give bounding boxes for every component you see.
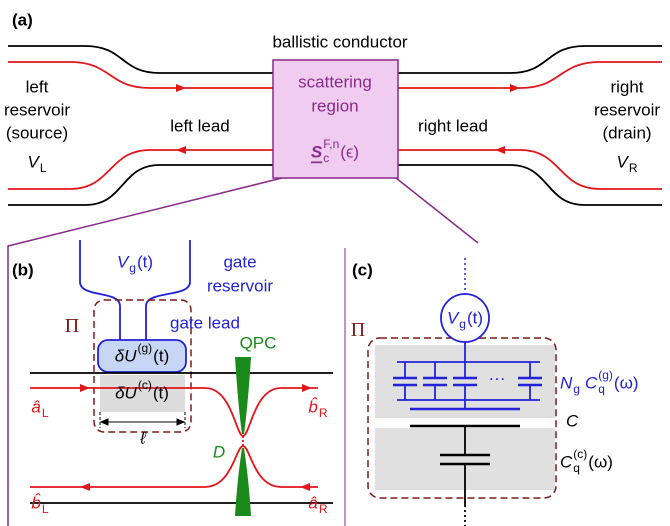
symbol: δU (115, 347, 137, 366)
qpc-gate (235, 448, 251, 516)
symbol: C (560, 453, 573, 472)
label: reservoir (4, 101, 70, 120)
arrow (80, 483, 90, 491)
label: C (566, 412, 579, 431)
argument: (t) (153, 347, 169, 366)
arrow (176, 84, 186, 92)
edge (8, 165, 273, 205)
argument: (ϵ) (340, 143, 359, 162)
superscript: (g) (598, 368, 613, 382)
symbol: b̂ (31, 493, 40, 513)
gate-wire (80, 240, 120, 340)
label: ··· (489, 369, 506, 388)
argument: (t) (137, 253, 153, 272)
argument: (t) (467, 309, 483, 328)
subscript: L (42, 406, 49, 420)
title: ballistic conductor (272, 33, 407, 52)
label: D (213, 443, 225, 462)
subscript: g (129, 261, 136, 275)
label: gate (223, 253, 256, 272)
zoom-line (396, 178, 478, 243)
symbol: V (27, 153, 40, 172)
panel-label: (a) (12, 11, 33, 30)
subscript: g (573, 382, 580, 396)
symbol: δU (115, 384, 137, 403)
label: QPC (240, 334, 277, 353)
label: region (311, 97, 358, 116)
symbol: â (308, 494, 317, 513)
label: (source) (6, 124, 68, 143)
superscript: (c) (138, 378, 152, 392)
arrow (300, 483, 310, 491)
symbol: â (31, 398, 40, 417)
subscript: q (573, 461, 580, 475)
superscript: (g) (138, 341, 153, 355)
superscript: F,n (323, 137, 339, 151)
superscript: (c) (573, 447, 587, 461)
symbol: V (117, 253, 130, 272)
label: reservoir (594, 101, 660, 120)
subscript: c (323, 151, 329, 165)
subscript: L (40, 161, 47, 175)
label: scattering (298, 73, 372, 92)
symbol: b̂ (308, 397, 317, 417)
argument: (t) (153, 384, 169, 403)
subscript: q (598, 382, 605, 396)
label: reservoir (207, 277, 273, 296)
label: Π (65, 315, 79, 337)
label: left lead (170, 117, 230, 136)
argument: (ω) (588, 453, 613, 472)
arrow (80, 384, 90, 392)
edge (8, 46, 273, 73)
argument: (ω) (614, 374, 639, 393)
symbol: C (585, 374, 598, 393)
symbol: S (311, 143, 323, 162)
panel-label: (b) (12, 261, 34, 280)
arrow (510, 84, 520, 92)
label: Π (351, 319, 365, 341)
channel (30, 446, 318, 487)
symbol: V (616, 153, 629, 172)
label: right lead (418, 117, 488, 136)
arrow (302, 384, 312, 392)
figure: (a) ballistic conductor left reservoir (sour… (0, 0, 670, 526)
panel-label: (c) (352, 261, 373, 280)
math-label: C(c)q (ω) (560, 447, 613, 475)
subscript: R (629, 161, 638, 175)
math-label: b̂R (308, 397, 327, 420)
edge (398, 46, 662, 73)
qpc-gate (235, 357, 251, 434)
label: left (26, 78, 49, 97)
math-label: âL (31, 398, 48, 421)
label: (drain) (602, 124, 651, 143)
math-label: b̂L (31, 493, 48, 516)
label: right (610, 78, 643, 97)
symbol: N (560, 374, 573, 393)
arrow (495, 146, 505, 154)
subscript: L (42, 502, 49, 516)
length-marker (100, 412, 185, 428)
math-label: NgC(g)q (ω) (560, 368, 639, 396)
subscript: R (319, 502, 328, 516)
label: ℓ (139, 429, 146, 448)
symbol: V (447, 309, 460, 328)
subscript: g (459, 317, 466, 331)
subscript: R (319, 406, 328, 420)
label: gate lead (170, 314, 240, 333)
arrow (176, 146, 186, 154)
